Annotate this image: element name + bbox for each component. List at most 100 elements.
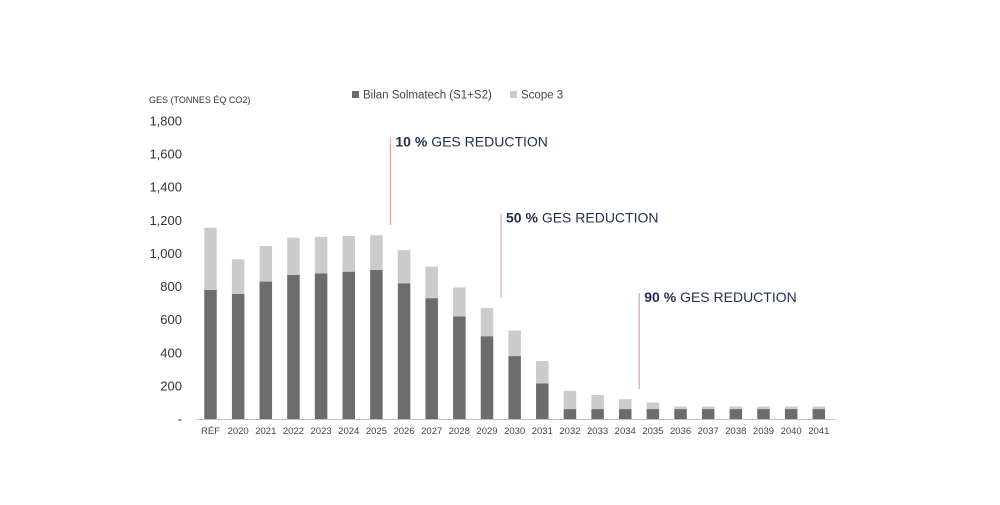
- legend-swatch: [352, 91, 359, 98]
- bar-scope12: [508, 356, 521, 419]
- x-tick-label: 2031: [532, 426, 553, 437]
- bar-scope12: [370, 270, 383, 419]
- x-tick-label: 2022: [283, 426, 304, 437]
- bar-scope3: [701, 406, 715, 410]
- x-tick-label: 2025: [366, 426, 387, 437]
- bar-scope12: [342, 271, 355, 419]
- legend: Bilan Solmatech (S1+S2) Scope 3: [352, 90, 563, 102]
- x-tick-label: 2035: [642, 426, 663, 437]
- bar-scope3: [619, 399, 632, 410]
- bar-scope12: [204, 289, 217, 419]
- bar-scope3: [231, 259, 245, 295]
- bar-scope12: [536, 383, 549, 419]
- x-tick-label: 2028: [449, 426, 470, 437]
- x-tick-label: 2026: [393, 426, 414, 437]
- x-tick-label: 2027: [421, 426, 442, 437]
- y-tick-label: 200: [160, 378, 182, 393]
- bar-scope3: [342, 236, 355, 272]
- bar-scope3: [757, 406, 770, 410]
- bar-scope12: [784, 409, 798, 419]
- bar-scope12: [563, 409, 577, 419]
- bar-scope12: [453, 316, 466, 419]
- y-tick-label: 800: [160, 279, 182, 294]
- x-tick-label: 2021: [255, 426, 276, 437]
- bar-scope3: [370, 235, 383, 270]
- bar-scope12: [425, 298, 438, 419]
- bar-scope12: [480, 336, 494, 419]
- x-tick-label: 2041: [808, 426, 829, 437]
- annotation-percent: 50 %: [506, 210, 542, 226]
- y-tick-label: -: [178, 412, 182, 427]
- bar-scope3: [204, 227, 217, 290]
- bar-scope12: [287, 274, 300, 419]
- x-tick-label: 2034: [615, 426, 636, 437]
- bar-scope3: [591, 394, 604, 410]
- x-axis: RÉF 2020 2021 2022 2023 2024 2025 2026 2027 2028 2…: [197, 419, 835, 437]
- x-tick-label: 2038: [725, 426, 746, 437]
- x-tick-label: 2037: [698, 426, 719, 437]
- bar-scope3: [259, 245, 273, 282]
- annotation-label: 90 % GES REDUCTION: [644, 289, 797, 305]
- bars: [204, 227, 826, 419]
- bar-scope3: [287, 237, 300, 275]
- bar-scope12: [757, 409, 770, 419]
- annotation-text: GES REDUCTION: [431, 134, 548, 150]
- bar-scope3: [453, 287, 466, 317]
- x-tick-label: 2020: [228, 426, 249, 437]
- bar-scope12: [729, 409, 743, 419]
- bar-scope12: [231, 294, 245, 419]
- annotation-percent: 10 %: [395, 134, 431, 150]
- x-tick-label: 2033: [587, 426, 608, 437]
- bar-scope3: [480, 308, 494, 337]
- x-tick-label: 2036: [670, 426, 691, 437]
- y-tick-label: 1,200: [149, 213, 182, 228]
- y-tick-label: 1,800: [149, 114, 182, 129]
- bar-scope12: [701, 409, 715, 419]
- bar-scope3: [425, 266, 438, 299]
- bar-scope12: [314, 273, 328, 419]
- legend-label: Scope 3: [521, 90, 563, 102]
- bar-scope12: [674, 409, 687, 419]
- x-tick-label: 2030: [504, 426, 525, 437]
- y-tick-label: 1,000: [149, 246, 182, 261]
- x-tick-label: RÉF: [201, 426, 220, 437]
- bar-scope12: [259, 281, 273, 419]
- annotation-label: 50 % GES REDUCTION: [506, 210, 659, 226]
- x-tick-label: 2040: [781, 426, 802, 437]
- x-tick-label: 2039: [753, 426, 774, 437]
- bar-scope3: [812, 406, 826, 410]
- bar-scope3: [314, 236, 328, 274]
- bar-scope3: [784, 406, 798, 410]
- bar-scope3: [674, 406, 687, 410]
- bar-scope3: [508, 330, 521, 357]
- y-tick-label: 600: [160, 312, 182, 327]
- bar-scope3: [563, 390, 577, 410]
- bar-scope12: [646, 409, 660, 419]
- x-tick-label: 2032: [559, 426, 580, 437]
- bar-scope12: [619, 409, 632, 419]
- bar-scope3: [397, 250, 411, 284]
- bar-scope3: [536, 361, 549, 384]
- y-tick-label: 400: [160, 345, 182, 360]
- bar-scope12: [812, 409, 826, 419]
- annotation-label: 10 % GES REDUCTION: [395, 134, 548, 150]
- bar-scope12: [397, 283, 411, 419]
- bar-scope3: [729, 406, 743, 410]
- legend-swatch: [510, 91, 517, 98]
- y-axis: - 200 400 600 800 1,000 1,200 1,400 1,600 1,800: [149, 114, 182, 427]
- legend-label: Bilan Solmatech (S1+S2): [363, 90, 492, 102]
- bar-scope12: [591, 409, 604, 419]
- bar-scope3: [646, 402, 660, 410]
- x-tick-label: 2023: [311, 426, 332, 437]
- y-tick-label: 1,600: [149, 147, 182, 162]
- annotation-text: GES REDUCTION: [542, 210, 659, 226]
- y-tick-label: 1,400: [149, 180, 182, 195]
- y-axis-label: GES (TONNES ÉQ CO2): [149, 95, 250, 105]
- x-tick-label: 2029: [476, 426, 497, 437]
- annotation-text: GES REDUCTION: [680, 289, 797, 305]
- annotation-percent: 90 %: [644, 289, 680, 305]
- x-tick-label: 2024: [338, 426, 359, 437]
